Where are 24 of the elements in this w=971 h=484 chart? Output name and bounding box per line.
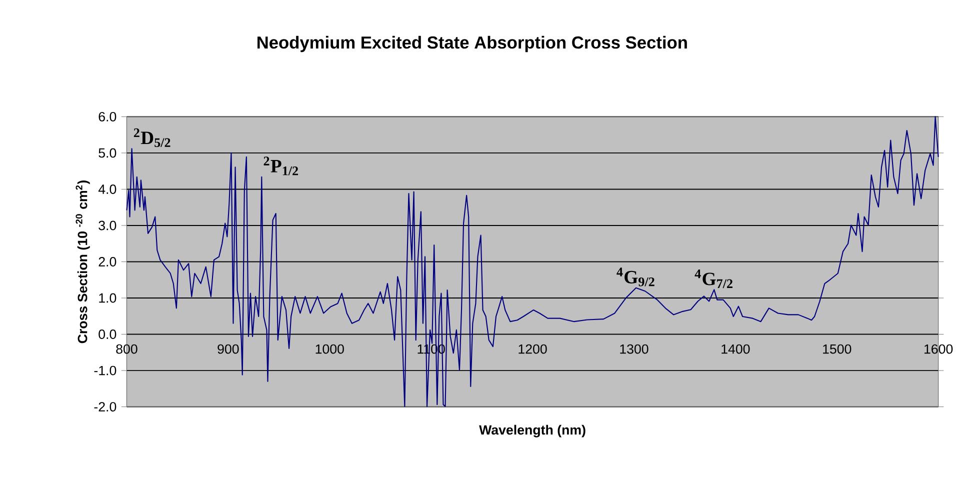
annotation: $^{2}$D$_{5/2}$ <box>134 128 170 147</box>
y-tick-label: 4.0 <box>98 184 116 194</box>
chart-title: Neodymium Excited State Absorption Cross Section <box>258 36 687 52</box>
x-tick-label: 1000 <box>316 344 344 354</box>
y-tick-label: 0.0 <box>98 329 116 339</box>
x-tick-label: 1400 <box>722 344 750 354</box>
y-axis-title: Cross Section (10 $^{-20}$ cm$^{2}$) <box>76 180 90 344</box>
x-axis-title: Wavelength (nm) <box>479 424 586 438</box>
x-tick-label: 1300 <box>620 344 648 354</box>
x-tick-label: 1600 <box>924 344 953 354</box>
y-tick-label: -2.0 <box>94 402 116 412</box>
y-tick-label: 1.0 <box>99 293 116 303</box>
y-tick-label: -1.0 <box>94 366 116 376</box>
x-tick-label: 900 <box>218 344 239 354</box>
y-tick-label: 6.0 <box>98 112 116 122</box>
x-tick-label: 1500 <box>823 344 852 354</box>
y-tick-label: 3.0 <box>98 220 116 230</box>
annotation: $^{4}$G$_{9/2}$ <box>616 268 654 286</box>
annotation: $^{2}$P$_{1/2}$ <box>264 156 298 176</box>
y-tick-label: 2.0 <box>98 256 116 266</box>
y-tick-label: 5.0 <box>98 148 116 158</box>
x-tick-label: 800 <box>116 344 138 354</box>
annotation: $^{4}$G$_{7/2}$ <box>694 269 732 288</box>
x-tick-label: 1200 <box>518 344 547 354</box>
